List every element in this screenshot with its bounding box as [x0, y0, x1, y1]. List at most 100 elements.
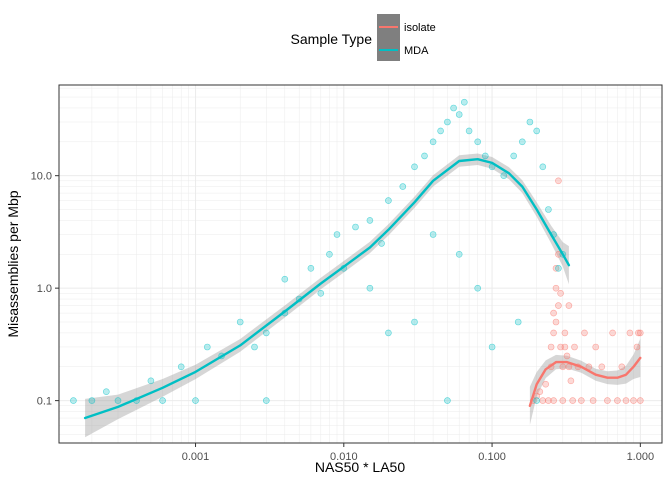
data-point-isolate [561, 329, 569, 337]
data-point-mda [352, 223, 359, 231]
data-point-mda [251, 343, 258, 351]
legend-label-mda: MDA [404, 45, 429, 57]
data-point-isolate [561, 343, 569, 351]
data-point-mda [514, 318, 522, 326]
data-point-mda [500, 172, 508, 179]
data-point-isolate [542, 380, 550, 388]
x-axis-ticks: 0.001 0.010 0.100 1.000 [182, 443, 654, 463]
data-point-mda [88, 397, 96, 404]
data-point-mda [262, 397, 270, 404]
data-point-mda [545, 206, 552, 213]
data-point-mda [460, 98, 468, 106]
data-point-mda [378, 240, 385, 247]
data-point-mda [307, 264, 315, 272]
data-point-isolate [614, 397, 621, 404]
data-point-isolate [550, 309, 557, 317]
legend-label-isolate: isolate [404, 22, 436, 34]
data-point-isolate [618, 363, 626, 371]
data-point-isolate [536, 388, 544, 396]
data-point-isolate [626, 329, 634, 337]
x-tick-label: 1.000 [627, 451, 655, 463]
data-point-mda [444, 118, 451, 126]
trend-lines [83, 158, 642, 420]
data-point-isolate [550, 329, 557, 337]
data-point-mda [411, 163, 418, 171]
data-point-mda [103, 388, 110, 396]
y-tick-label: 0.1 [37, 396, 52, 408]
data-point-mda [429, 138, 437, 146]
data-point-mda [465, 127, 473, 135]
data-point-mda [114, 397, 122, 404]
data-point-mda [474, 138, 482, 146]
data-point-isolate [577, 397, 585, 404]
data-point-mda [385, 329, 392, 337]
data-point-isolate [636, 329, 644, 337]
data-point-mda [488, 343, 496, 351]
data-point-mda [444, 397, 451, 404]
data-point-mda [455, 111, 463, 118]
data-point-mda [555, 264, 562, 272]
data-point-isolate [571, 343, 578, 351]
data-point-isolate [598, 363, 606, 371]
data-point-isolate [635, 329, 642, 337]
data-point-isolate [565, 363, 573, 371]
x-tick-label: 0.010 [330, 451, 358, 463]
data-point-isolate [555, 177, 562, 185]
data-point-isolate [559, 397, 567, 404]
data-point-isolate [592, 343, 600, 351]
data-point-mda [366, 284, 374, 292]
y-tick-label: 1.0 [37, 283, 52, 295]
confidence-band-isolate [529, 338, 641, 425]
data-point-mda [481, 152, 489, 160]
data-point-mda [411, 318, 418, 326]
data-point-mda [399, 183, 407, 190]
data-point-isolate [604, 397, 611, 404]
data-point-mda [474, 284, 482, 292]
legend: Sample Type isolate MDA [291, 14, 436, 61]
x-tick-label: 0.100 [478, 451, 506, 463]
data-point-mda [429, 231, 437, 238]
data-point-mda [147, 377, 155, 385]
legend-key-background [377, 14, 400, 61]
y-tick-label: 10.0 [31, 171, 52, 183]
y-axis-title: Misassemblies per Mbp [5, 190, 21, 337]
grid-lines [59, 85, 662, 443]
data-point-isolate [550, 397, 557, 404]
data-point-isolate [557, 289, 564, 297]
data-point-isolate [581, 329, 588, 337]
data-point-mda [333, 231, 341, 238]
data-point-isolate [539, 397, 547, 404]
data-point-isolate [589, 397, 597, 404]
data-point-isolate [633, 343, 641, 351]
legend-title: Sample Type [291, 31, 373, 47]
data-point-isolate [552, 284, 560, 292]
data-point-mda [455, 251, 463, 258]
plot-panel [59, 85, 662, 443]
data-point-mda [326, 251, 333, 258]
data-point-isolate [552, 318, 560, 326]
y-axis-ticks: 0.1 1.0 10.0 [31, 171, 59, 408]
data-point-mda [159, 397, 166, 404]
data-point-mda [518, 138, 526, 146]
data-point-mda [192, 397, 199, 404]
data-point-isolate [569, 397, 577, 404]
x-tick-label: 0.001 [182, 451, 210, 463]
x-axis-title: NAS50 * LA50 [315, 459, 405, 475]
data-point-mda [510, 152, 518, 160]
data-point-isolate [609, 329, 616, 337]
data-point-mda [450, 104, 457, 112]
trend-line-isolate [528, 356, 642, 407]
data-point-isolate [552, 264, 560, 272]
data-point-mda [437, 127, 444, 135]
data-point-isolate [567, 377, 575, 385]
data-point-isolate [547, 343, 555, 351]
data-point-mda [70, 397, 77, 404]
plot-border [58, 84, 663, 444]
data-point-isolate [555, 302, 562, 309]
data-point-mda [526, 118, 534, 126]
data-point-mda [177, 363, 185, 371]
data-point-mda [262, 329, 270, 337]
data-point-mda [533, 127, 541, 135]
data-points [70, 98, 644, 404]
